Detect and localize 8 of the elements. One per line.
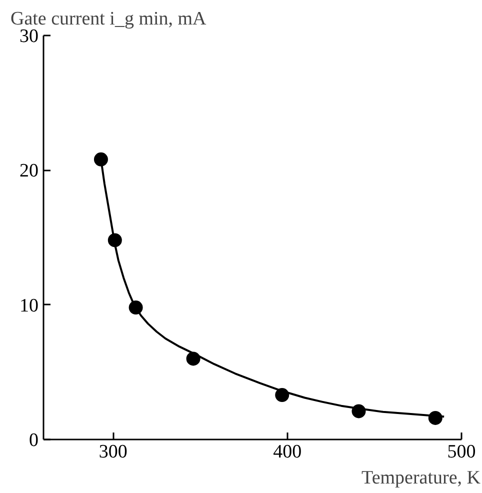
x-axis-title: Temperature, K [362,468,481,488]
x-tick-label: 500 [447,442,476,462]
y-tick-label: 0 [29,430,38,451]
point [94,152,108,166]
x-tick-label: 400 [273,442,302,462]
x-tick-label: 300 [98,442,128,462]
y-tick-label: 20 [20,160,38,182]
y-tick-label: 10 [20,295,38,316]
